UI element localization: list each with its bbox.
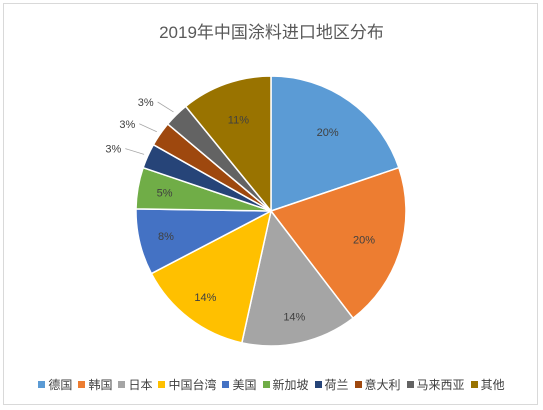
data-label-9: 11%	[228, 114, 249, 126]
pie-slice-1	[269, 166, 407, 320]
data-label-7: 3%	[119, 119, 135, 131]
legend-swatch	[314, 381, 322, 388]
data-label-8: 3%	[138, 97, 154, 109]
pie-slice-9	[184, 75, 272, 214]
leader-line-7	[139, 123, 157, 133]
data-label-2: 14%	[283, 311, 305, 323]
legend-label: 意大利	[364, 378, 401, 392]
legend-swatch	[354, 381, 362, 388]
legend-item-0: 德国	[38, 376, 72, 393]
legend-item-9: 其他	[470, 376, 505, 393]
legend-label: 荷兰	[324, 378, 349, 392]
legend-swatch	[262, 381, 270, 388]
legend-item-5: 新加坡	[262, 376, 309, 393]
legend-item-3: 中国台湾	[158, 376, 216, 393]
legend-label: 其他	[480, 378, 505, 392]
legend-label: 德国	[48, 378, 73, 392]
legend-label: 马来西亚	[416, 378, 465, 392]
legend-label: 日本	[128, 378, 153, 392]
legend-item-2: 日本	[118, 376, 152, 393]
legend-swatch	[158, 381, 166, 388]
legend-swatch	[222, 381, 230, 388]
chart-title: 2019年中国涂料进口地区分布	[159, 23, 384, 42]
legend-label: 中国台湾	[168, 378, 217, 392]
data-label-5: 5%	[157, 188, 173, 200]
legend-swatch	[406, 381, 414, 388]
legend-swatch	[38, 381, 46, 388]
legend-item-8: 马来西亚	[406, 376, 465, 393]
chart-area: 2019年中国涂料进口地区分布 20% 20% 14% 14% 8% 5% 3% 3% 3% 11…	[3, 3, 538, 405]
legend-label: 新加坡	[272, 378, 309, 392]
pie-chart: 20%20%14%14%8%5%3%3%3%11%	[105, 75, 407, 347]
data-label-3: 14%	[194, 292, 216, 304]
legend-swatch	[470, 381, 478, 388]
data-label-6: 3%	[105, 144, 121, 156]
leader-line-6	[125, 148, 145, 155]
chart-legend: 德国 韩国 日本 中国台湾 美国 新加坡 荷兰 意大利 马来西亚 其他	[4, 376, 539, 393]
legend-item-1: 韩国	[78, 376, 112, 393]
legend-item-4: 美国	[222, 376, 257, 393]
leader-line-8	[157, 101, 174, 113]
pie-slice-3	[150, 209, 273, 344]
pie-slice-0	[270, 75, 400, 213]
legend-swatch	[118, 381, 126, 388]
data-label-4: 8%	[158, 231, 174, 243]
legend-swatch	[78, 381, 86, 388]
pie-slice-2	[240, 209, 355, 347]
legend-label: 美国	[232, 378, 257, 392]
data-label-1: 20%	[353, 234, 375, 246]
legend-item-7: 意大利	[354, 376, 401, 393]
legend-item-6: 荷兰	[314, 376, 349, 393]
data-label-0: 20%	[317, 127, 339, 139]
legend-label: 韩国	[88, 378, 113, 392]
